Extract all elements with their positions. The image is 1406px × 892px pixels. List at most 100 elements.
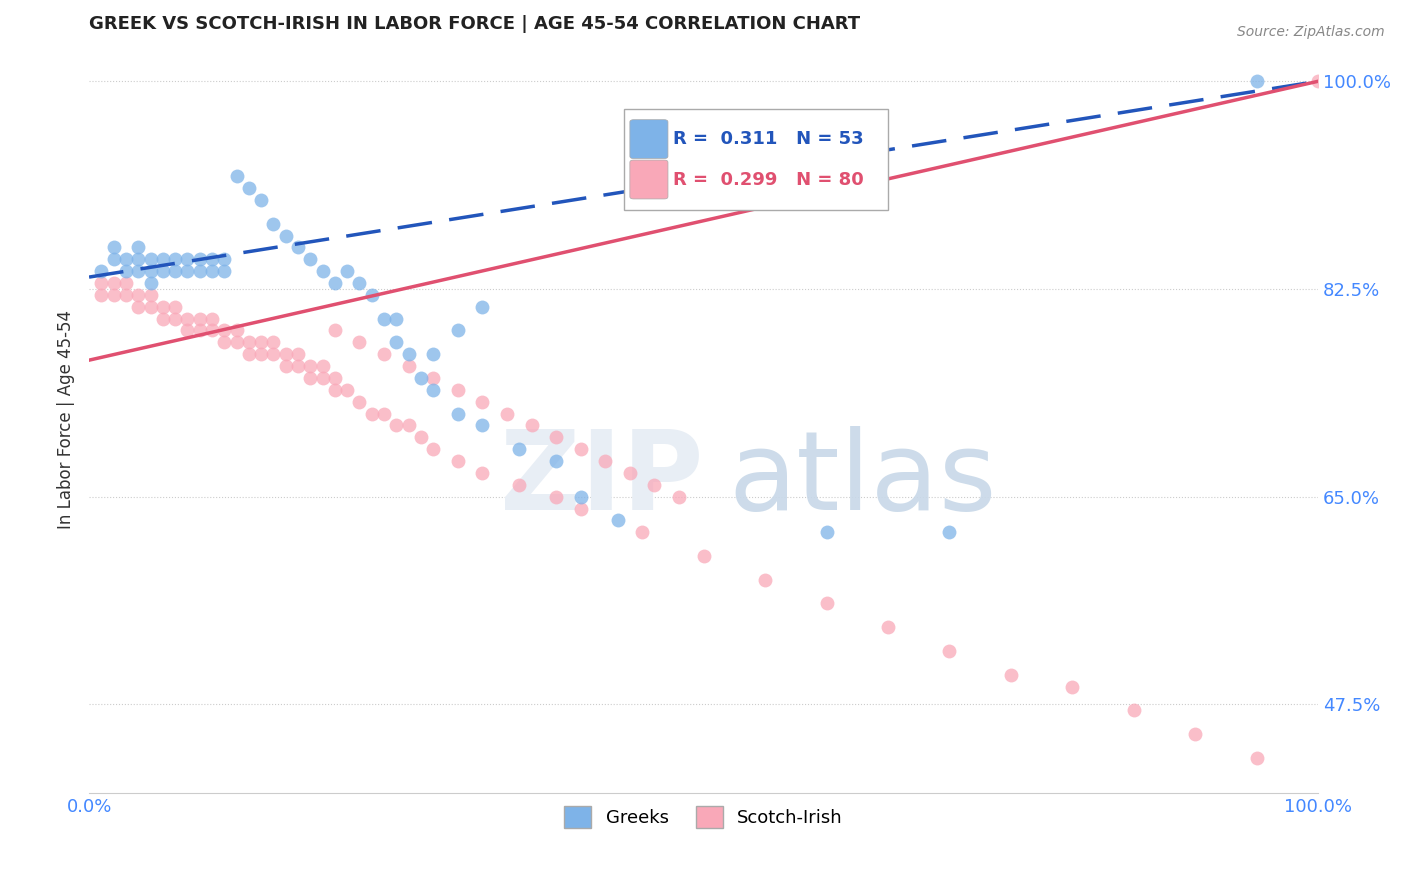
Point bbox=[471, 466, 494, 480]
Legend: Greeks, Scotch-Irish: Greeks, Scotch-Irish bbox=[555, 797, 852, 837]
Point bbox=[299, 371, 322, 385]
Point bbox=[152, 311, 174, 326]
Point bbox=[398, 347, 420, 361]
Point bbox=[323, 324, 346, 338]
Point bbox=[214, 264, 236, 278]
Point bbox=[152, 300, 174, 314]
Point bbox=[250, 335, 273, 350]
Point bbox=[262, 347, 284, 361]
Point bbox=[447, 454, 470, 468]
Point bbox=[127, 240, 149, 254]
Point bbox=[349, 276, 371, 290]
Point bbox=[201, 324, 224, 338]
Point bbox=[139, 276, 162, 290]
Point bbox=[103, 252, 125, 267]
Point bbox=[409, 371, 432, 385]
Point bbox=[274, 359, 297, 373]
Text: ZIP: ZIP bbox=[501, 425, 703, 533]
Point bbox=[422, 347, 444, 361]
Point bbox=[165, 252, 187, 267]
Point bbox=[1246, 74, 1268, 88]
Point bbox=[877, 620, 900, 634]
Point bbox=[349, 394, 371, 409]
Point bbox=[214, 324, 236, 338]
Point bbox=[139, 288, 162, 302]
Point bbox=[139, 252, 162, 267]
Point bbox=[90, 264, 112, 278]
Point bbox=[422, 371, 444, 385]
Point bbox=[201, 252, 224, 267]
Point bbox=[188, 324, 211, 338]
Point bbox=[250, 193, 273, 207]
Point bbox=[323, 383, 346, 397]
Point bbox=[385, 311, 408, 326]
Point bbox=[385, 335, 408, 350]
Point bbox=[225, 169, 247, 184]
Point bbox=[176, 264, 198, 278]
Point bbox=[238, 347, 260, 361]
Point bbox=[287, 359, 309, 373]
Point bbox=[103, 240, 125, 254]
Point bbox=[238, 335, 260, 350]
Point bbox=[176, 324, 198, 338]
Point bbox=[299, 359, 322, 373]
Point bbox=[323, 371, 346, 385]
Point bbox=[349, 335, 371, 350]
Point bbox=[1062, 680, 1084, 694]
Point bbox=[520, 418, 543, 433]
Point bbox=[299, 252, 322, 267]
Point bbox=[238, 181, 260, 195]
Point bbox=[323, 276, 346, 290]
Text: R =  0.311   N = 53: R = 0.311 N = 53 bbox=[673, 130, 863, 148]
Point bbox=[336, 264, 359, 278]
Point bbox=[336, 383, 359, 397]
Point bbox=[201, 311, 224, 326]
Point bbox=[214, 335, 236, 350]
Point bbox=[262, 335, 284, 350]
Point bbox=[619, 466, 641, 480]
Point bbox=[546, 454, 568, 468]
Point bbox=[250, 347, 273, 361]
Point bbox=[938, 644, 960, 658]
Point bbox=[360, 288, 382, 302]
Point bbox=[631, 525, 654, 540]
Point bbox=[103, 276, 125, 290]
Point bbox=[274, 347, 297, 361]
Point bbox=[225, 335, 247, 350]
Point bbox=[139, 300, 162, 314]
Point bbox=[188, 264, 211, 278]
Point bbox=[1308, 74, 1330, 88]
Point bbox=[127, 288, 149, 302]
Point bbox=[754, 573, 776, 587]
Point bbox=[176, 252, 198, 267]
FancyBboxPatch shape bbox=[630, 160, 668, 199]
Point bbox=[447, 324, 470, 338]
Point bbox=[668, 490, 690, 504]
Point bbox=[422, 442, 444, 457]
FancyBboxPatch shape bbox=[624, 109, 889, 211]
Point bbox=[165, 264, 187, 278]
Point bbox=[1184, 727, 1206, 741]
Point bbox=[127, 252, 149, 267]
Point bbox=[508, 442, 530, 457]
Point bbox=[152, 264, 174, 278]
Point bbox=[311, 359, 333, 373]
Point bbox=[471, 300, 494, 314]
Point bbox=[643, 477, 665, 491]
Point bbox=[546, 430, 568, 444]
Y-axis label: In Labor Force | Age 45-54: In Labor Force | Age 45-54 bbox=[58, 310, 75, 529]
Point bbox=[115, 276, 138, 290]
Text: GREEK VS SCOTCH-IRISH IN LABOR FORCE | AGE 45-54 CORRELATION CHART: GREEK VS SCOTCH-IRISH IN LABOR FORCE | A… bbox=[89, 15, 860, 33]
Point bbox=[569, 490, 592, 504]
Point bbox=[471, 418, 494, 433]
Point bbox=[152, 252, 174, 267]
Point bbox=[606, 513, 628, 527]
Point bbox=[188, 311, 211, 326]
Point bbox=[373, 347, 395, 361]
Point bbox=[373, 311, 395, 326]
Point bbox=[447, 383, 470, 397]
Text: Source: ZipAtlas.com: Source: ZipAtlas.com bbox=[1237, 25, 1385, 39]
Text: atlas: atlas bbox=[728, 425, 997, 533]
Point bbox=[274, 228, 297, 243]
Text: R =  0.299   N = 80: R = 0.299 N = 80 bbox=[673, 170, 863, 188]
